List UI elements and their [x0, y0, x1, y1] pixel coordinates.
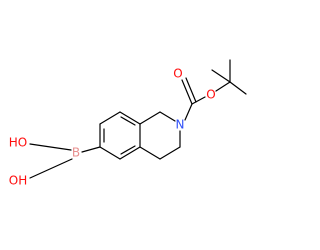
bond — [191, 96, 206, 105]
atom-label: OH — [9, 174, 27, 188]
bond — [119, 146, 141, 160]
bond — [29, 158, 73, 179]
atom-label: B — [72, 146, 80, 160]
atom-label: HO — [9, 136, 27, 150]
bonds — [29, 59, 247, 179]
bond — [184, 103, 193, 121]
bond — [120, 145, 136, 155]
bond — [29, 143, 72, 151]
bond — [139, 146, 161, 160]
bond — [181, 79, 193, 105]
bond — [139, 111, 161, 125]
bond — [211, 69, 231, 83]
bond — [120, 116, 136, 126]
atom-label: N — [176, 118, 185, 132]
bond — [185, 77, 197, 103]
bond — [99, 111, 121, 125]
atom-label: O — [206, 88, 215, 102]
atom-label: O — [173, 67, 182, 81]
bond — [81, 146, 101, 153]
bond — [159, 111, 176, 122]
bond — [215, 81, 231, 92]
bond — [159, 146, 181, 160]
molecule-diagram: O O N B HO OH — [9, 59, 247, 188]
bond — [119, 111, 141, 125]
bond — [229, 81, 247, 95]
bond — [99, 146, 121, 160]
